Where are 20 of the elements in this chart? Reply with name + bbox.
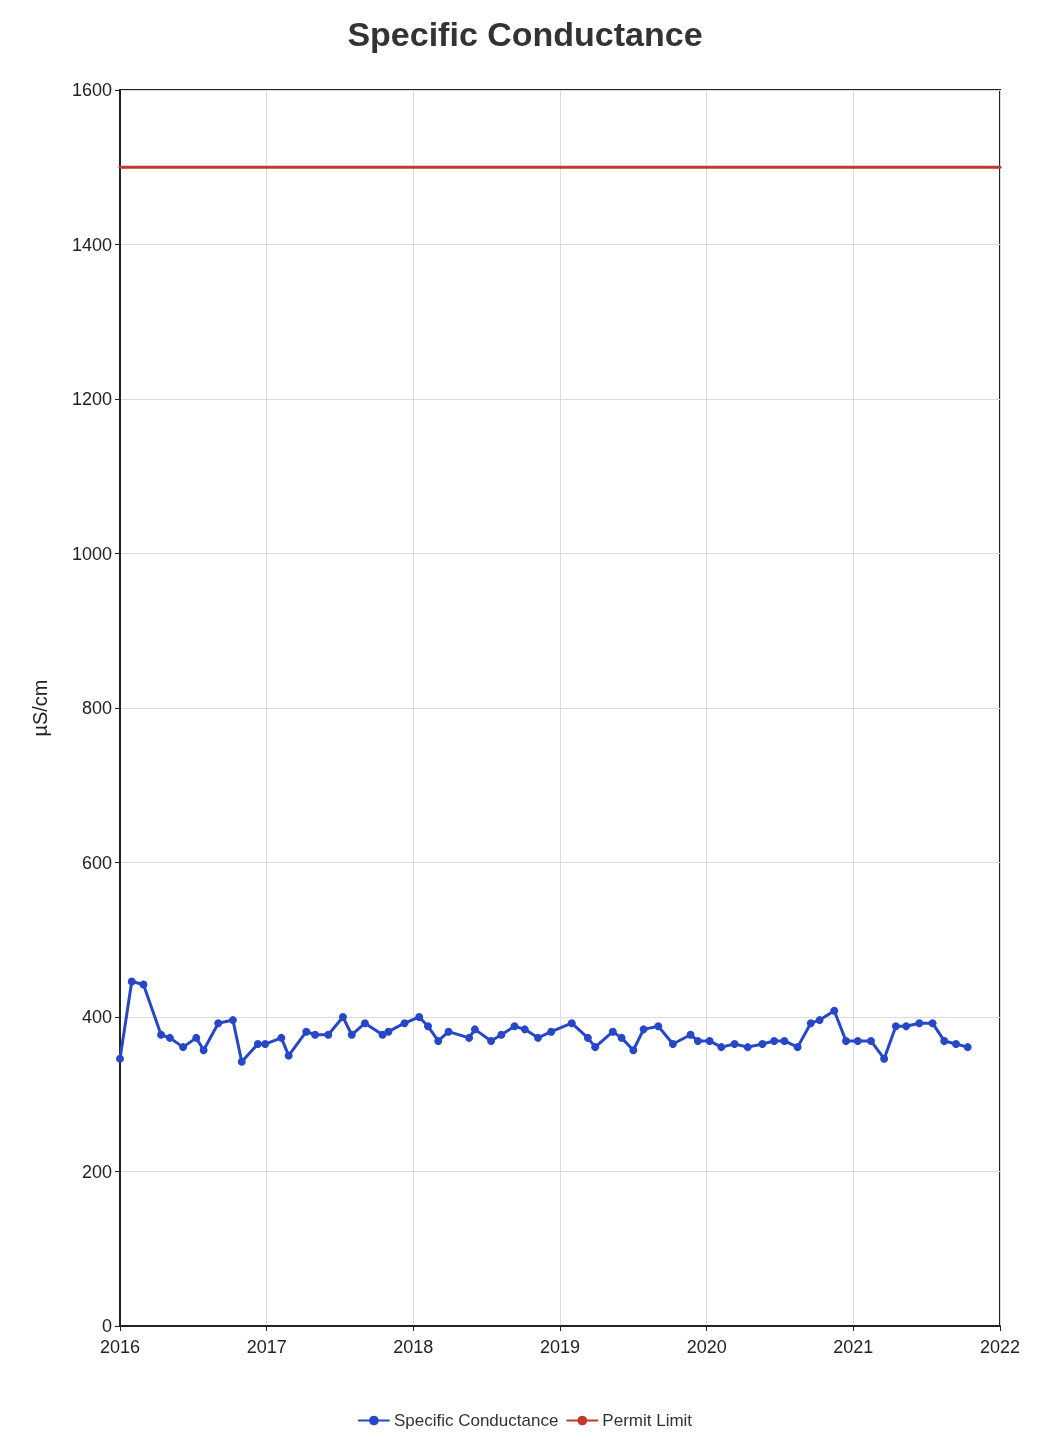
legend-label: Specific Conductance [393,1411,559,1430]
y-tick-label: 200 [81,1161,112,1182]
x-tick-label: 2017 [246,1337,287,1357]
y-tick-label: 1400 [71,234,112,255]
x-tick-label: 2019 [539,1337,581,1357]
y-tick-label: 1600 [71,80,112,100]
x-tick-label: 2018 [393,1337,434,1357]
y-tick-label: 800 [81,698,112,718]
y-axis-title: µS/cm [29,679,51,737]
chart-title: Specific Conductance [347,15,703,53]
x-tick-label: 2016 [99,1337,141,1357]
x-tick-label: 2021 [833,1337,874,1357]
y-tick-label: 400 [81,1007,112,1027]
y-tick-label: 600 [81,852,112,873]
x-tick-label: 2022 [979,1337,1021,1357]
x-tick-label: 2020 [686,1337,727,1357]
y-tick-label: 1000 [71,543,112,564]
y-tick-label: 0 [101,1316,112,1336]
y-tick-label: 1200 [71,389,112,409]
legend-label: Permit Limit [602,1411,693,1430]
